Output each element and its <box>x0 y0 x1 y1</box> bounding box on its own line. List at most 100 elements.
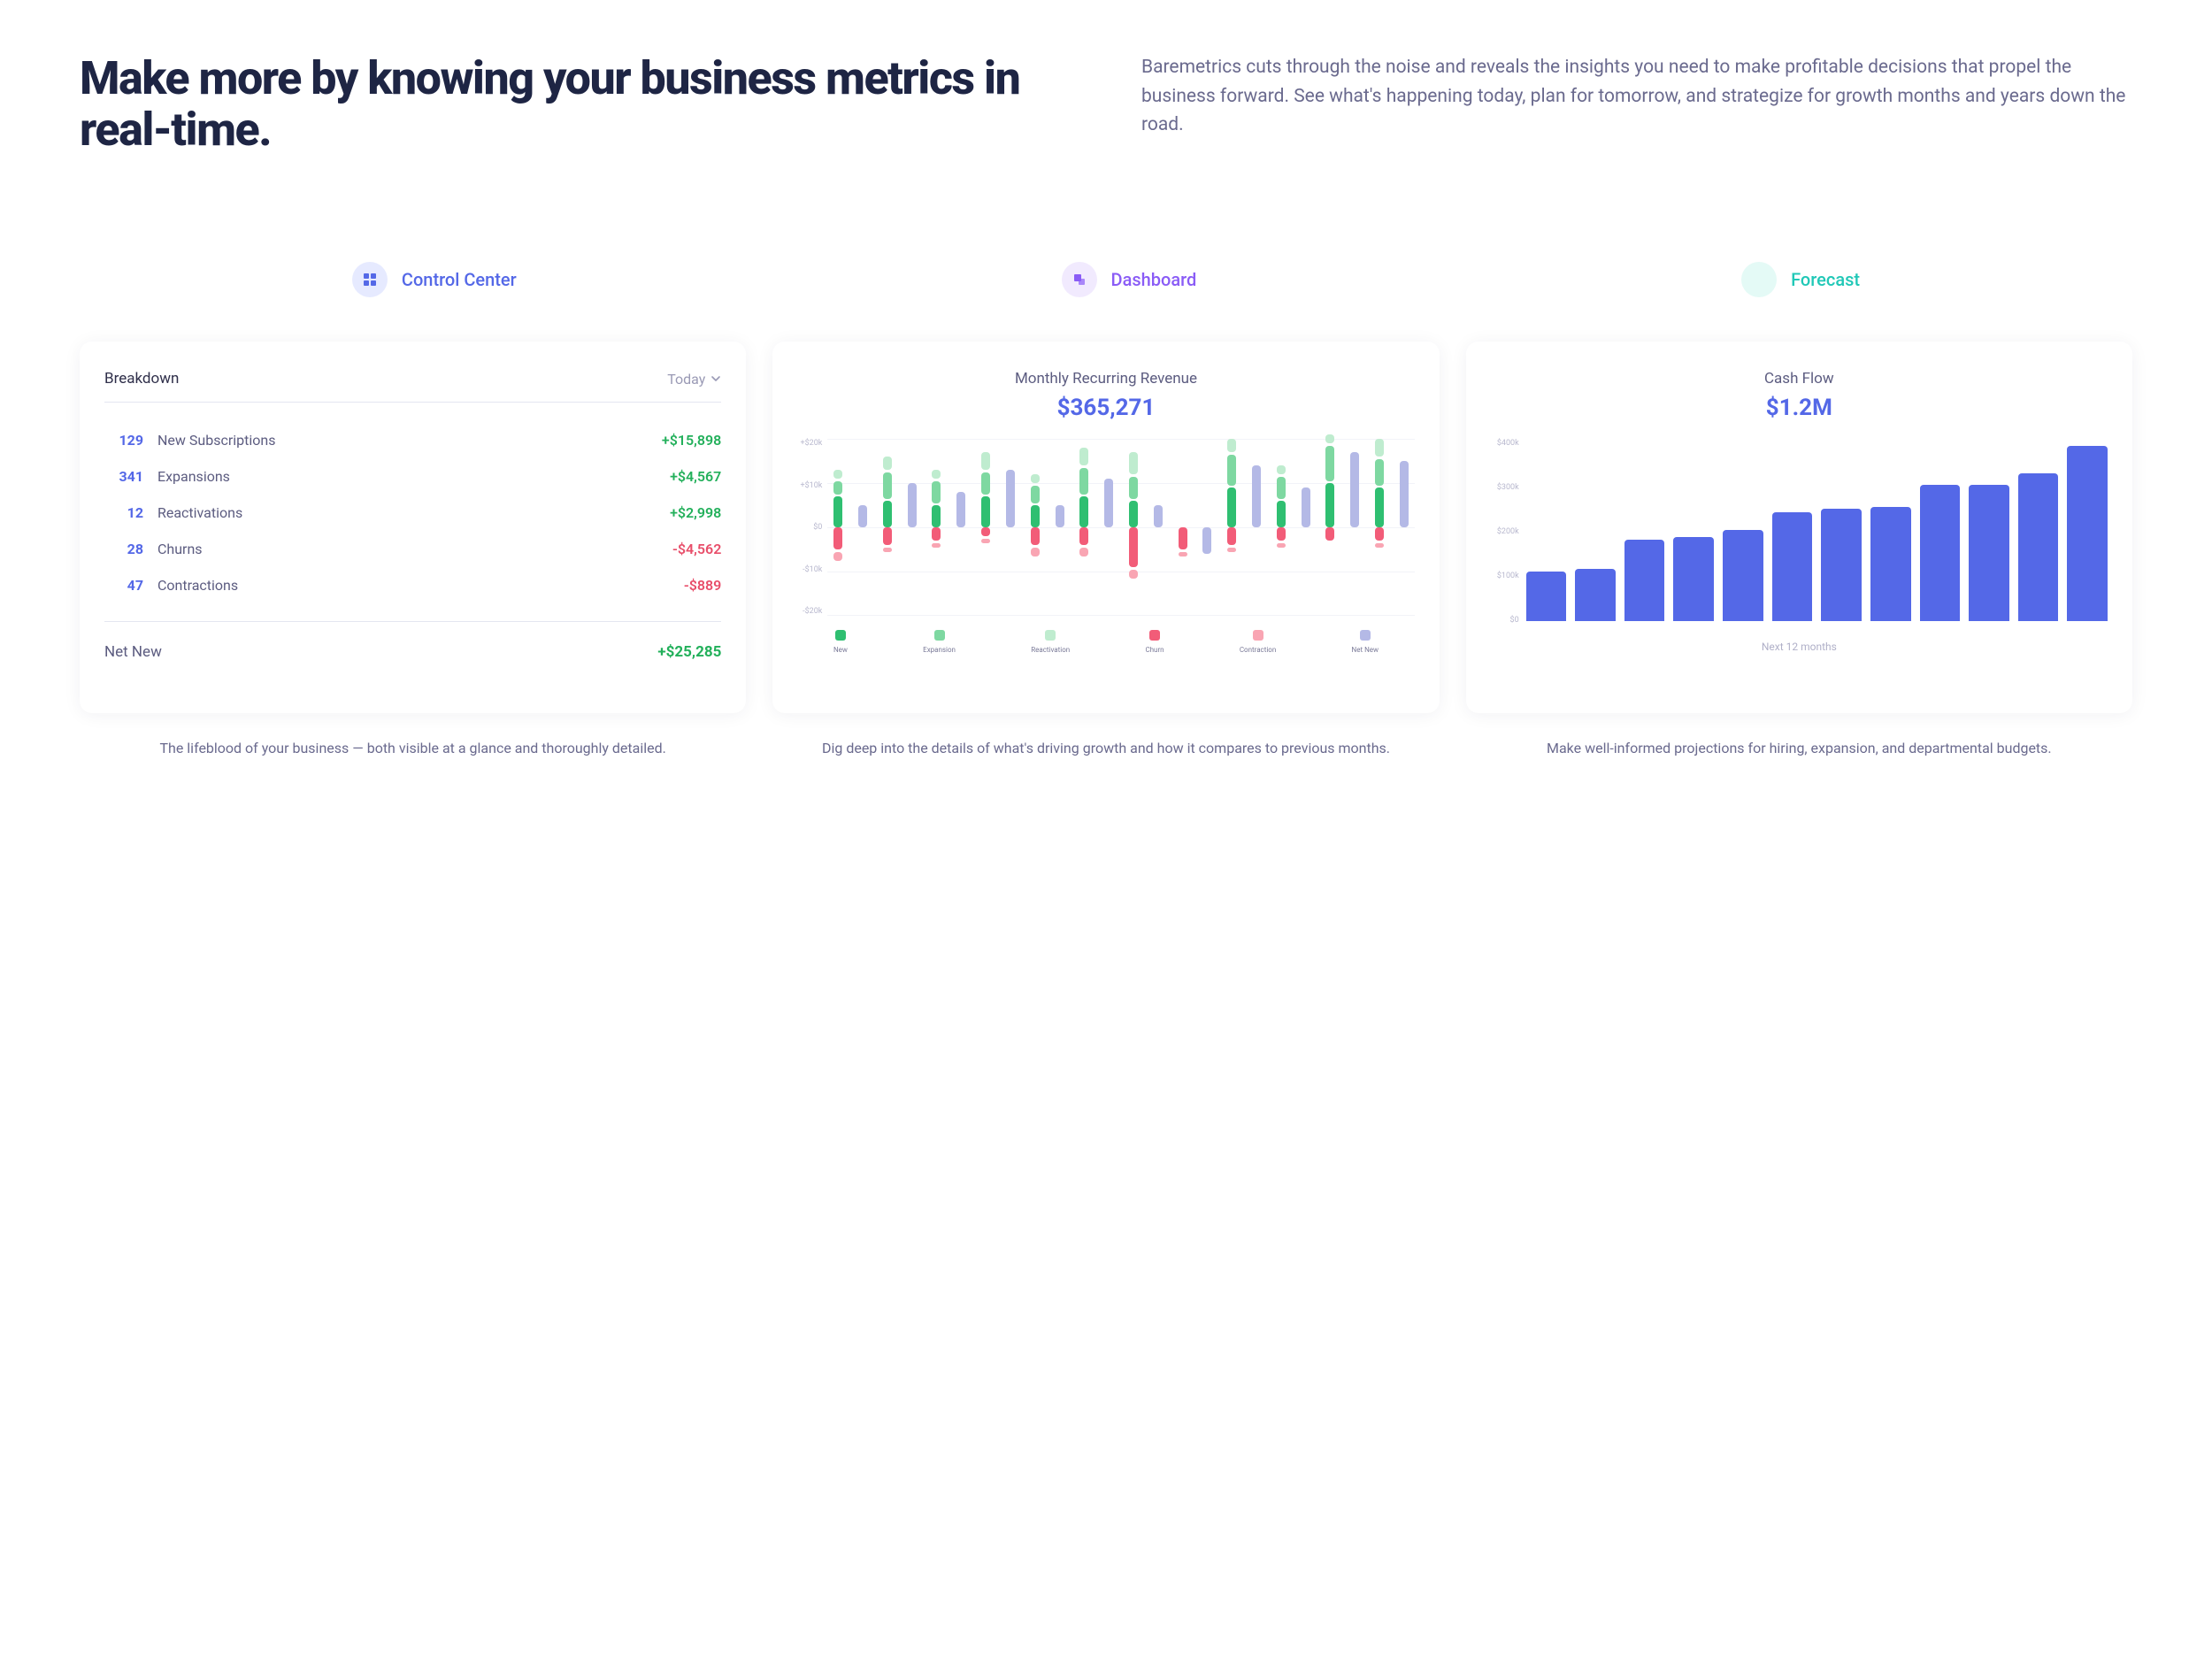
chart-segment <box>833 527 842 549</box>
chart-segment <box>1079 527 1088 545</box>
chart-segment <box>1202 527 1211 554</box>
mrr-netnew-col <box>1394 439 1415 616</box>
mrr-netnew-col <box>1000 439 1021 616</box>
chart-segment <box>932 527 941 541</box>
breakdown-label: Contractions <box>157 577 684 594</box>
mrr-netnew-col <box>950 439 972 616</box>
breakdown-label: Expansions <box>157 468 670 485</box>
hero-left: Make more by knowing your business metri… <box>80 53 1071 156</box>
chart-segment <box>1400 461 1409 527</box>
breakdown-caption: The lifeblood of your business — both vi… <box>80 738 746 758</box>
mrr-netnew-col <box>1246 439 1267 616</box>
hero-title: Make more by knowing your business metri… <box>80 53 1071 156</box>
breakdown-label: New Subscriptions <box>157 432 662 449</box>
mrr-netnew-col <box>1197 439 1218 616</box>
cashflow-value: $1.2M <box>1491 395 2108 421</box>
mrr-netnew-col <box>1148 439 1169 616</box>
mrr-stacked-col <box>877 439 898 616</box>
mrr-stacked-col <box>926 439 948 616</box>
chart-segment <box>1325 446 1334 481</box>
chart-segment <box>883 457 892 470</box>
breakdown-row: 12Reactivations+$2,998 <box>104 495 721 531</box>
chart-segment <box>1325 527 1334 541</box>
hero-right: Baremetrics cuts through the noise and r… <box>1141 53 2132 156</box>
chart-segment <box>908 483 917 527</box>
tabs-row: Control Center Dashboard Forecast <box>80 262 2132 297</box>
hero-section: Make more by knowing your business metri… <box>80 53 2132 156</box>
chart-segment <box>981 527 990 536</box>
breakdown-value: +$2,998 <box>670 504 721 521</box>
legend-swatch <box>1360 630 1371 641</box>
chart-segment <box>1227 548 1236 552</box>
chart-segment <box>932 543 941 548</box>
chart-segment <box>1079 468 1088 495</box>
tab-label: Control Center <box>402 269 517 290</box>
chart-segment <box>1302 487 1310 527</box>
legend-label: Churn <box>1145 646 1164 654</box>
chart-segment <box>1031 474 1040 483</box>
chart-segment <box>1375 527 1384 541</box>
breakdown-row: 341Expansions+$4,567 <box>104 458 721 495</box>
mrr-legend: NewExpansionReactivationChurnContraction… <box>797 630 1414 654</box>
chart-segment <box>1079 448 1088 465</box>
chart-segment <box>1079 496 1088 527</box>
chart-segment <box>981 539 990 543</box>
mrr-netnew-col <box>852 439 873 616</box>
cashflow-bar <box>2018 473 2059 621</box>
chart-segment <box>1350 452 1359 527</box>
chart-segment <box>932 505 941 527</box>
chart-segment <box>1179 552 1187 557</box>
mrr-netnew-col <box>902 439 923 616</box>
chart-segment <box>883 472 892 499</box>
legend-item: New <box>833 630 848 654</box>
chart-segment <box>1154 505 1163 527</box>
cashflow-y-axis: $400k$300k$200k$100k$0 <box>1491 439 1526 625</box>
breakdown-row: 129New Subscriptions+$15,898 <box>104 422 721 458</box>
cashflow-column: Cash Flow $1.2M $400k$300k$200k$100k$0 N… <box>1466 342 2132 758</box>
chart-segment <box>956 492 965 527</box>
chart-segment <box>1129 452 1138 474</box>
y-tick: -$10k <box>797 565 822 574</box>
chart-segment <box>858 505 867 527</box>
tab-forecast[interactable]: Forecast <box>1741 262 1860 297</box>
chart-segment <box>1375 487 1384 527</box>
breakdown-count: 12 <box>104 504 143 521</box>
chart-segment <box>833 552 842 561</box>
breakdown-value: +$4,567 <box>670 468 721 485</box>
breakdown-period-selector[interactable]: Today <box>667 371 721 388</box>
legend-item: Net New <box>1352 630 1379 654</box>
chart-segment <box>1325 434 1334 443</box>
mrr-netnew-col <box>1049 439 1071 616</box>
y-tick: $300k <box>1491 483 1519 492</box>
breakdown-footer-label: Net New <box>104 643 162 661</box>
chart-segment <box>1277 543 1286 548</box>
tab-control-center[interactable]: Control Center <box>352 262 517 297</box>
chart-segment <box>1277 501 1286 527</box>
breakdown-label: Churns <box>157 541 672 557</box>
chart-segment <box>1325 483 1334 527</box>
dashboard-icon <box>1062 262 1097 297</box>
cashflow-chart-area: $400k$300k$200k$100k$0 <box>1491 439 2108 625</box>
y-tick: +$10k <box>797 481 822 490</box>
chart-segment <box>1179 527 1187 549</box>
breakdown-row: 28Churns-$4,562 <box>104 531 721 567</box>
cashflow-bar <box>1723 530 1763 621</box>
cashflow-bar <box>1920 485 1961 622</box>
mrr-netnew-col <box>1295 439 1317 616</box>
breakdown-value: -$889 <box>684 577 721 594</box>
chart-segment <box>1104 479 1113 527</box>
chart-segment <box>1031 548 1040 557</box>
y-tick: $0 <box>1491 616 1519 625</box>
breakdown-count: 47 <box>104 577 143 594</box>
breakdown-value: +$15,898 <box>662 432 721 449</box>
chart-segment <box>1375 439 1384 457</box>
breakdown-value: -$4,562 <box>672 541 721 557</box>
chart-segment <box>883 548 892 552</box>
tab-dashboard[interactable]: Dashboard <box>1062 262 1197 297</box>
breakdown-row: 47 Contractions-$889 <box>104 567 721 603</box>
mrr-stacked-col <box>1221 439 1242 616</box>
cashflow-title: Cash Flow <box>1491 370 2108 388</box>
cards-row: Breakdown Today 129New Subscriptions+$15… <box>80 342 2132 758</box>
chevron-down-icon <box>710 373 721 384</box>
chart-segment <box>1031 527 1040 545</box>
